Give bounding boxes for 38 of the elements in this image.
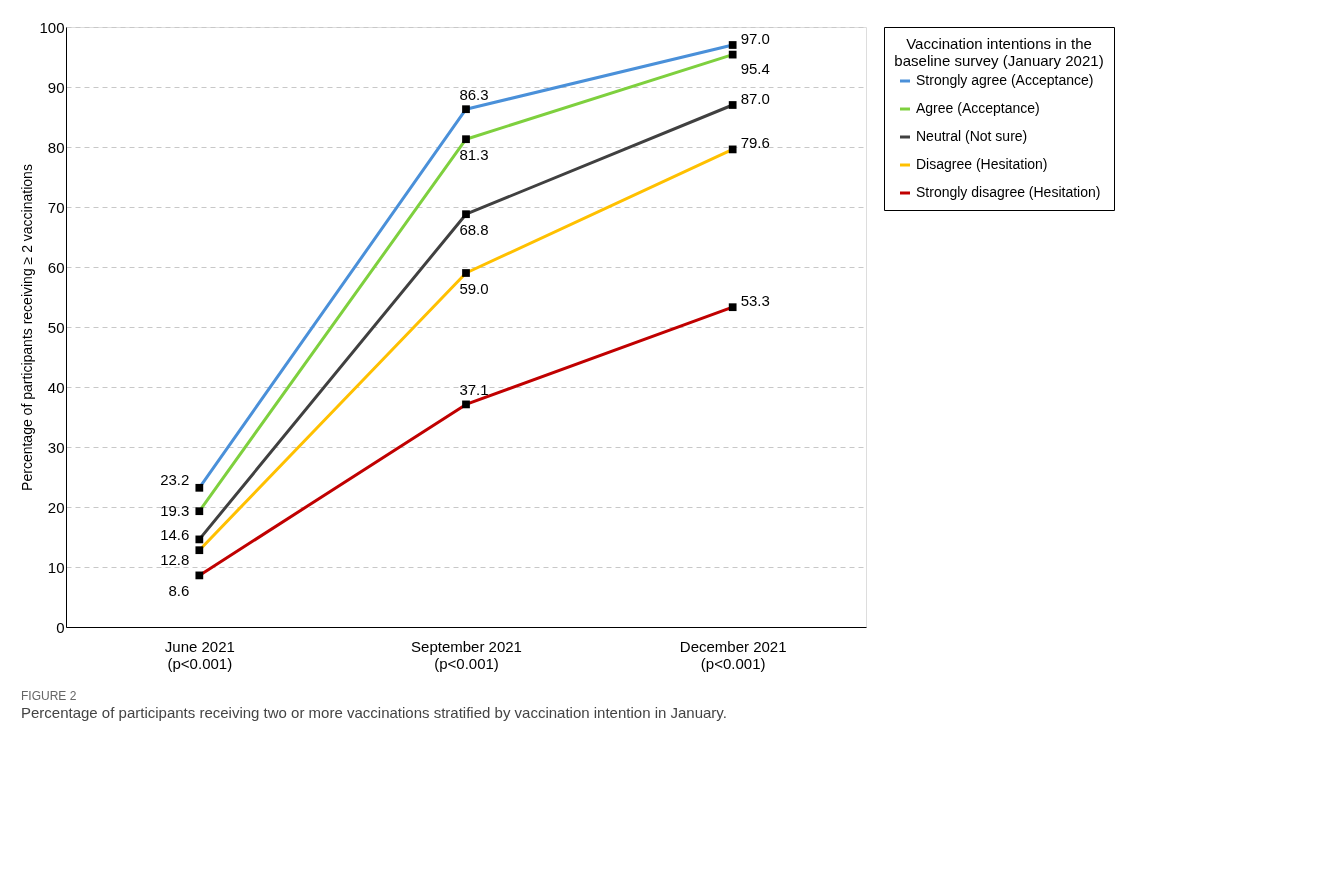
data-label: 53.3 <box>740 292 770 310</box>
data-label: 68.8 <box>459 221 489 239</box>
y-tick-label: 80 <box>47 138 65 156</box>
y-tick-label: 60 <box>47 258 65 276</box>
y-tick-label: 30 <box>47 438 65 456</box>
data-label: 14.6 <box>160 526 190 544</box>
legend-label: Strongly agree (Acceptance) <box>916 72 1094 88</box>
data-label: 23.2 <box>160 470 190 488</box>
y-tick-label: 0 <box>56 618 65 636</box>
data-label: 8.6 <box>168 582 190 600</box>
x-tick-label: June 2021 (p<0.001) <box>164 637 235 672</box>
legend-label: Disagree (Hesitation) <box>916 156 1048 172</box>
y-tick-label: 100 <box>39 18 65 36</box>
data-label: 79.6 <box>740 134 770 152</box>
caption: FIGURE 2 <box>20 689 77 703</box>
data-label: 87.0 <box>740 90 770 107</box>
y-tick-label: 20 <box>47 498 65 516</box>
y-tick-label: 40 <box>47 378 65 396</box>
legend-title: Vaccination intentions in the baseline survey (January 2021) <box>894 35 1104 69</box>
y-tick-label: 10 <box>47 558 65 576</box>
data-label: 97.0 <box>740 30 770 47</box>
data-label: 59.0 <box>459 280 489 297</box>
data-label: 12.8 <box>160 551 190 569</box>
legend-label: Agree (Acceptance) <box>916 100 1040 116</box>
y-tick-label: 50 <box>47 318 65 336</box>
data-label: 19.3 <box>160 502 190 520</box>
text: Percentage of participants receiving two or more vaccinations stratified by vaccination intention in January. <box>20 704 727 721</box>
x-tick-label: September 2021 (p<0.001) <box>411 637 522 672</box>
data-label: 37.1 <box>459 381 489 399</box>
data-label: 95.4 <box>740 59 770 77</box>
data-label: 81.3 <box>459 146 489 164</box>
y-axis-title: Percentage of participants receiving ≥ 2 vaccinations <box>19 164 36 491</box>
y-tick-label: 70 <box>47 198 65 216</box>
legend-label: Neutral (Not sure) <box>916 128 1028 144</box>
y-tick-label: 90 <box>47 78 65 96</box>
x-tick-label: December 2021 (p<0.001) <box>679 637 787 672</box>
legend-label: Strongly disagree (Hesitation) <box>916 184 1101 200</box>
data-label: 86.3 <box>459 86 489 104</box>
